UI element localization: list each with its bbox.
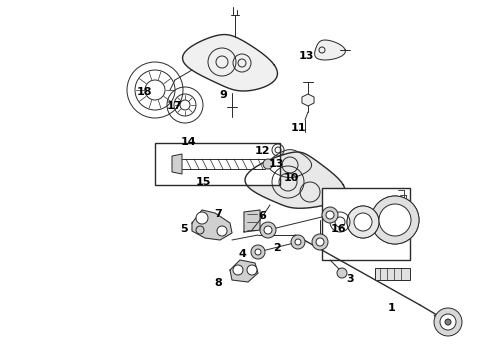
Circle shape	[247, 265, 257, 275]
Circle shape	[251, 245, 265, 259]
Circle shape	[371, 196, 419, 244]
Text: 11: 11	[291, 123, 307, 133]
Text: 14: 14	[181, 137, 196, 147]
Text: 16: 16	[330, 224, 346, 234]
Circle shape	[233, 265, 243, 275]
Circle shape	[354, 213, 372, 231]
Bar	[375, 268, 410, 280]
Circle shape	[326, 211, 334, 219]
Circle shape	[255, 249, 261, 255]
Circle shape	[291, 235, 305, 249]
Circle shape	[264, 226, 272, 234]
Polygon shape	[269, 150, 312, 177]
Text: 2: 2	[273, 243, 281, 253]
Circle shape	[260, 222, 276, 238]
Text: 5: 5	[180, 224, 188, 234]
Text: 3: 3	[346, 274, 354, 284]
Polygon shape	[245, 152, 345, 208]
Circle shape	[295, 239, 301, 245]
Polygon shape	[192, 210, 232, 240]
Text: 15: 15	[196, 177, 211, 187]
Circle shape	[196, 212, 208, 224]
Text: 7: 7	[214, 209, 222, 219]
Circle shape	[434, 308, 462, 336]
Polygon shape	[302, 94, 314, 106]
Circle shape	[337, 268, 347, 278]
Text: 1: 1	[388, 303, 396, 313]
Text: 12: 12	[254, 146, 270, 156]
Polygon shape	[183, 35, 277, 91]
Polygon shape	[244, 210, 260, 232]
Circle shape	[316, 238, 324, 246]
Polygon shape	[172, 154, 182, 174]
Text: 8: 8	[214, 278, 222, 288]
Circle shape	[347, 206, 379, 238]
Text: 17: 17	[166, 101, 182, 111]
Text: 9: 9	[219, 90, 227, 100]
Circle shape	[440, 314, 456, 330]
Circle shape	[312, 234, 328, 250]
Text: 13: 13	[298, 51, 314, 61]
Bar	[155, 143, 280, 185]
Text: 4: 4	[239, 249, 246, 259]
Circle shape	[322, 207, 338, 223]
Circle shape	[445, 319, 451, 325]
Bar	[322, 188, 410, 260]
Circle shape	[379, 204, 411, 236]
Text: 10: 10	[284, 173, 299, 183]
Circle shape	[263, 159, 273, 169]
Circle shape	[217, 226, 227, 236]
Text: 18: 18	[137, 87, 152, 97]
Text: 13: 13	[269, 159, 285, 169]
Polygon shape	[315, 40, 345, 60]
Polygon shape	[230, 260, 258, 282]
Text: 6: 6	[258, 211, 266, 221]
